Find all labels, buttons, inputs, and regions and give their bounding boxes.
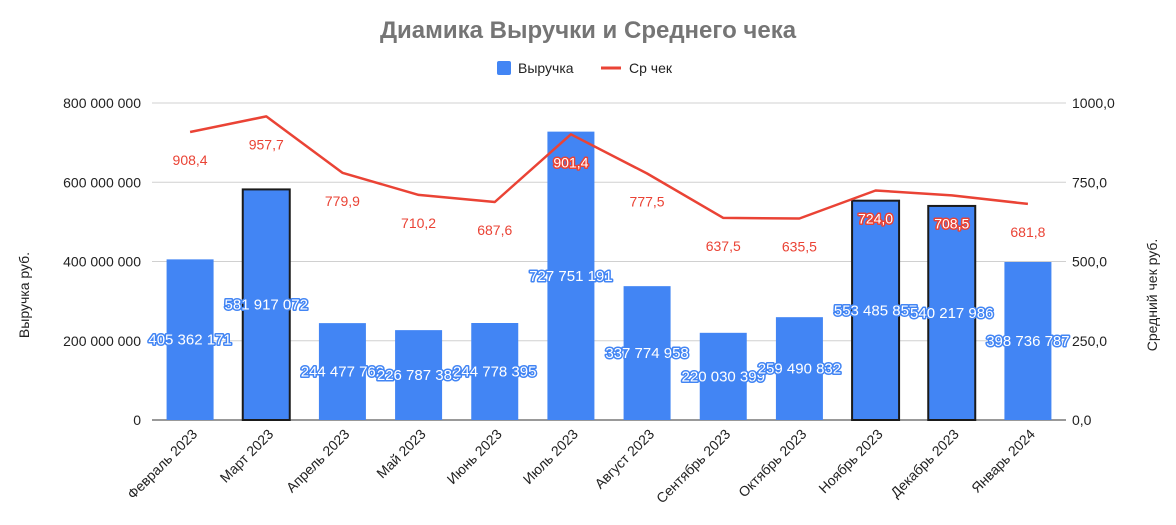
y-left-tick-label: 200 000 000 [63,333,141,349]
line-data-label: 681,8 [1010,224,1045,240]
bar-data-label: 540 217 986 [910,305,993,322]
x-tick-label: Ноябрь 2023 [815,426,886,497]
revenue-bars [166,131,1052,421]
x-tick-label: Май 2023 [373,426,429,482]
bar [241,188,291,421]
legend-swatch-revenue [497,61,511,75]
line-data-label: 708,5 [934,215,969,231]
x-tick-label: Август 2023 [591,426,657,492]
legend-label-revenue: Выручка [518,60,574,76]
bar [775,317,823,420]
bar [927,204,977,421]
bar-data-label: 244 477 762 [301,364,384,381]
bar-data-label: 244 778 395 [453,364,536,381]
legend-label-avg-check: Ср чек [629,60,673,76]
x-tick-label: Октябрь 2023 [735,426,810,501]
avg-check-series-line [189,115,1029,220]
x-tick-label: Март 2023 [217,426,277,486]
y-left-tick-label: 0 [133,412,141,428]
line-data-label: 710,2 [401,215,436,231]
legend: Выручка Ср чек [497,60,673,76]
bar [395,330,443,420]
line-data-label: 779,9 [325,193,360,209]
x-tick-label: Январь 2024 [968,426,1038,496]
bar-data-label: 220 030 399 [682,368,765,385]
line-data-label: 637,5 [706,238,741,254]
y-right-tick-label: 500,0 [1072,254,1107,270]
y-left-tick-labels: 0 200 000 000 400 000 000 600 000 000 800 00… [63,95,141,428]
x-tick-label: Апрель 2023 [283,426,353,496]
x-tick-label: Июнь 2023 [444,426,505,487]
y-right-tick-label: 1000,0 [1072,95,1115,111]
bar [1004,262,1052,420]
line-data-label: 957,7 [249,136,284,152]
bar [623,286,671,420]
y-left-tick-label: 400 000 000 [63,254,141,270]
y-right-axis-title: Средний чек руб. [1144,239,1160,352]
x-tick-label: Июль 2023 [520,426,581,487]
line-data-label: 687,6 [477,222,512,238]
y-left-tick-label: 600 000 000 [63,174,141,190]
line-data-label: 908,4 [173,152,208,168]
bar-data-label: 727 751 191 [529,268,612,285]
chart-title: Диамика Выручки и Среднего чека [380,17,797,44]
x-tick-label: Сентябрь 2023 [653,426,734,507]
line-data-label: 901,4 [553,154,588,170]
bar-data-label: 337 774 958 [605,345,688,362]
line-data-label: 635,5 [782,239,817,255]
bar [166,259,214,420]
bar [547,131,595,420]
y-right-tick-labels: 0,0 250,0 500,0 750,0 1000,0 [1072,95,1115,428]
bar [699,332,747,420]
y-left-axis-title: Выручка руб. [16,252,32,338]
bar-data-label: 259 490 832 [758,361,841,378]
line-data-label: 777,5 [630,194,665,210]
x-tick-label: Декабрь 2023 [887,426,962,501]
avg-check-data-labels: 908,4 957,7 779,9 710,2 687,6 901,4 777,5 637,5… [171,135,1047,256]
x-tick-label: Февраль 2023 [124,426,200,502]
bar-data-label: 405 362 171 [148,332,231,349]
x-tick-labels: Февраль 2023 Март 2023 Апрель 2023 Май 2023… [124,426,1038,507]
y-right-tick-label: 0,0 [1072,412,1092,428]
y-right-tick-label: 750,0 [1072,174,1107,190]
bar-data-label: 398 736 787 [986,333,1069,350]
bar [851,199,901,421]
bar-data-label: 226 787 389 [377,367,460,384]
bar-data-label: 553 485 857 [834,302,917,319]
bar-data-label: 581 917 072 [225,297,308,314]
line-data-label: 724,0 [858,210,893,226]
bar [471,323,519,420]
avg-check-line [189,115,1029,220]
y-left-tick-label: 800 000 000 [63,95,141,111]
bar [318,323,366,420]
y-right-tick-label: 250,0 [1072,333,1107,349]
gridlines [152,102,1066,421]
